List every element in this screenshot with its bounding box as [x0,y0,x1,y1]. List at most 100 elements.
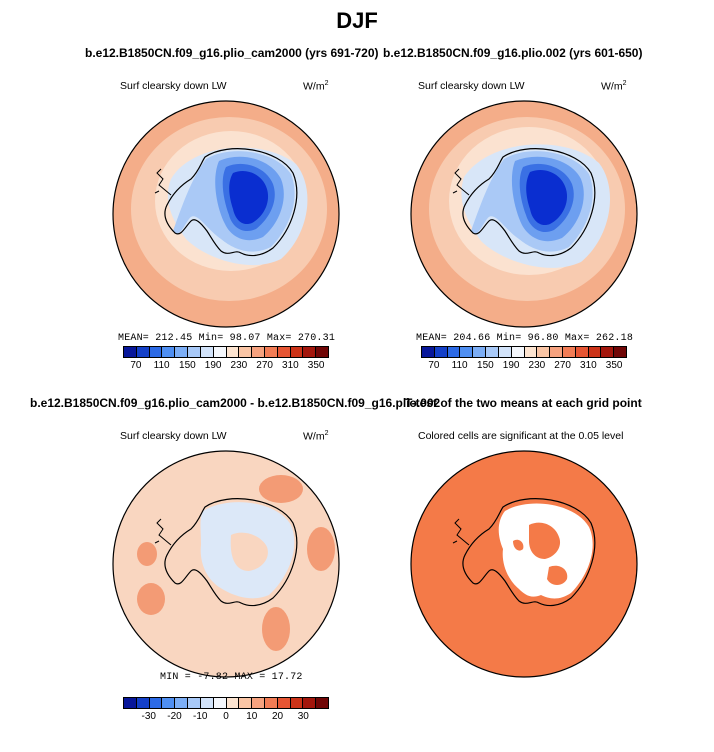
colorbar-swatch [486,347,499,357]
antarctica-coastline [164,498,298,607]
colorbar-swatch [562,347,576,357]
colorbar-tick-label: -20 [167,711,182,722]
colorbar-swatch [252,347,265,357]
panel2-stats: MEAN= 204.66 Min= 96.80 Max= 262.18 [416,333,634,344]
colorbar-swatch [524,347,538,357]
significant-patch [547,565,568,585]
colorbar-swatch [537,347,551,357]
colorbar-tick-label: -30 [141,711,156,722]
map-border [112,100,340,328]
peninsula-coastline [452,518,470,546]
antarctica-core [229,170,269,225]
colorbar-tick-label: 70 [428,360,440,371]
colorbar-swatch [550,347,563,357]
map-border [410,450,638,678]
panel3-variable-label: Surf clearsky down LW [120,430,227,442]
colorbar-tick-label: 350 [605,360,623,371]
colorbar-swatch [162,347,176,357]
colorbar-tick-label: 150 [477,360,494,371]
colorbar-tick-label: 270 [554,360,571,371]
colorbar-swatch [498,347,512,357]
near-zero-region [230,532,268,571]
colorbar-swatch [422,347,435,357]
colorbar-swatch [303,347,317,357]
colorbar-tick-label: -10 [193,711,208,722]
colorbar-swatch [149,347,163,357]
colorbar-swatch [226,698,240,708]
panel2-variable-label: Surf clearsky down LW [418,80,525,92]
colorbar-swatch [447,347,461,357]
panel4-polar-map [410,450,638,678]
colorbar-tick-label: 30 [297,711,309,722]
colorbar-tick-label: 190 [204,360,222,371]
panel1-polar-map [112,100,340,328]
colorbar-tick-label: 310 [282,360,299,371]
panel3-units: W/m2 [303,430,329,443]
colorbar-tick-label: 20 [271,711,284,722]
colorbar-tick-label: 230 [528,360,546,371]
panel1-units: W/m2 [303,80,329,93]
colorbar-swatch [316,698,328,708]
colorbar-tick-label: 10 [246,711,258,722]
colorbar-tick-label: 0 [223,711,229,722]
positive-anomaly [137,583,165,615]
colorbar-swatch [124,347,137,357]
colorbar-swatch [149,698,163,708]
colorbar-swatch [136,347,150,357]
panel3-stats: MIN = -7.82 MAX = 17.72 [160,672,303,683]
colorbar-tick-label: 270 [256,360,273,371]
colorbar-swatch [277,698,291,708]
page-title: DJF [336,8,378,33]
colorbar-swatch [614,347,626,357]
panel1-colorbar: 70 110 150 190 230 270 310 350 [123,346,329,372]
colorbar-swatch [239,347,253,357]
panel1-case-title: b.e12.B1850CN.f09_g16.plio_cam2000 (yrs … [85,46,379,60]
colorbar-swatch [175,347,189,357]
peninsula-coastline [154,518,172,546]
panel2-polar-map [410,100,638,328]
colorbar-tick-label: 190 [502,360,520,371]
map-border [410,100,638,328]
colorbar-swatch [316,347,328,357]
colorbar-swatch [226,347,240,357]
colorbar-swatch [264,347,278,357]
peninsula-coastline [452,168,470,196]
panel2-case-title: b.e12.B1850CN.f09_g16.plio.002 (yrs 601-… [383,46,643,60]
colorbar-swatch [213,347,227,357]
colorbar-tick-label: 150 [179,360,196,371]
colorbar-swatch [290,698,304,708]
positive-anomaly [307,527,335,571]
colorbar-swatch [575,347,589,357]
panel3-case-title: b.e12.B1850CN.f09_g16.plio_cam2000 - b.e… [30,396,441,410]
antarctica-coastline [462,498,596,607]
colorbar-swatch [277,347,291,357]
panel1-stats: MEAN= 212.45 Min= 98.07 Max= 270.31 [118,333,336,344]
map-border [112,450,340,678]
panel1-variable-label: Surf clearsky down LW [120,80,227,92]
colorbar-tick-label: 310 [580,360,597,371]
colorbar-swatch [252,698,265,708]
positive-anomaly [262,607,290,651]
positive-anomaly [259,475,303,503]
panel3-polar-map [112,450,340,678]
colorbar-swatch [473,347,487,357]
colorbar-swatch [124,698,137,708]
antarctica-coastline [164,148,298,257]
colorbar-swatch [264,698,278,708]
colorbar-swatch [511,347,525,357]
peninsula-coastline [154,168,172,196]
colorbar-tick-label: 110 [153,360,170,371]
antarctica-core [526,169,568,226]
colorbar-tick-label: 110 [451,360,468,371]
colorbar-swatch [136,698,150,708]
positive-anomaly [137,542,157,566]
colorbar-swatch [213,698,227,708]
colorbar-swatch [188,347,201,357]
colorbar-tick-label: 350 [307,360,325,371]
colorbar-swatch [434,347,448,357]
antarctica-coastline [462,148,596,257]
colorbar-swatch [290,347,304,357]
panel4-title: T-test of the two means at each grid poi… [405,396,642,410]
significant-patch [529,522,561,559]
colorbar-swatch [162,698,176,708]
